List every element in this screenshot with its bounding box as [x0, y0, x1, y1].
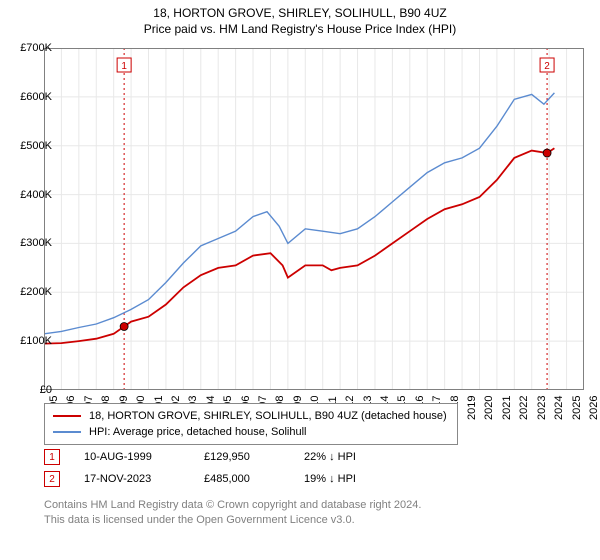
marker-diff-2: 19% ↓ HPI: [304, 473, 356, 485]
marker-price-2: £485,000: [204, 473, 304, 485]
legend: 18, HORTON GROVE, SHIRLEY, SOLIHULL, B90…: [44, 403, 458, 445]
y-tick-label: £500K: [2, 140, 52, 152]
y-tick-label: £400K: [2, 189, 52, 201]
x-tick-label: 2019: [466, 396, 478, 420]
marker-row-2: 2 17-NOV-2023 £485,000 19% ↓ HPI: [44, 468, 356, 490]
y-tick-label: £100K: [2, 335, 52, 347]
svg-text:1: 1: [121, 61, 127, 72]
marker-table: 1 10-AUG-1999 £129,950 22% ↓ HPI 2 17-NO…: [44, 446, 356, 490]
legend-label-hpi: HPI: Average price, detached house, Soli…: [89, 426, 307, 438]
x-tick-label: 2022: [518, 396, 530, 420]
x-tick-label: 2026: [588, 396, 600, 420]
marker-box-2: 2: [44, 471, 60, 487]
chart-svg: 12: [44, 48, 584, 390]
x-tick-label: 2021: [501, 396, 513, 420]
x-tick-label: 2023: [536, 396, 548, 420]
title-line2: Price paid vs. HM Land Registry's House …: [0, 22, 600, 36]
legend-swatch-hpi: [53, 431, 81, 433]
legend-swatch-property: [53, 415, 81, 417]
x-tick-label: 2024: [553, 396, 565, 420]
marker-num-1: 1: [49, 452, 55, 463]
title-block: 18, HORTON GROVE, SHIRLEY, SOLIHULL, B90…: [0, 0, 600, 36]
footer: Contains HM Land Registry data © Crown c…: [44, 498, 421, 528]
marker-price-1: £129,950: [204, 451, 304, 463]
marker-date-2: 17-NOV-2023: [84, 473, 204, 485]
legend-row-hpi: HPI: Average price, detached house, Soli…: [53, 424, 449, 440]
chart-container: 18, HORTON GROVE, SHIRLEY, SOLIHULL, B90…: [0, 0, 600, 560]
marker-row-1: 1 10-AUG-1999 £129,950 22% ↓ HPI: [44, 446, 356, 468]
title-line1: 18, HORTON GROVE, SHIRLEY, SOLIHULL, B90…: [0, 6, 600, 20]
y-tick-label: £700K: [2, 42, 52, 54]
legend-label-property: 18, HORTON GROVE, SHIRLEY, SOLIHULL, B90…: [89, 410, 447, 422]
footer-line1: Contains HM Land Registry data © Crown c…: [44, 498, 421, 513]
svg-text:2: 2: [544, 61, 550, 72]
y-tick-label: £0: [2, 384, 52, 396]
y-tick-label: £300K: [2, 237, 52, 249]
footer-line2: This data is licensed under the Open Gov…: [44, 513, 421, 528]
marker-box-1: 1: [44, 449, 60, 465]
legend-row-property: 18, HORTON GROVE, SHIRLEY, SOLIHULL, B90…: [53, 408, 449, 424]
x-tick-label: 2020: [483, 396, 495, 420]
marker-diff-1: 22% ↓ HPI: [304, 451, 356, 463]
marker-date-1: 10-AUG-1999: [84, 451, 204, 463]
y-tick-label: £200K: [2, 286, 52, 298]
marker-num-2: 2: [49, 474, 55, 485]
y-tick-label: £600K: [2, 91, 52, 103]
x-tick-label: 2025: [571, 396, 583, 420]
